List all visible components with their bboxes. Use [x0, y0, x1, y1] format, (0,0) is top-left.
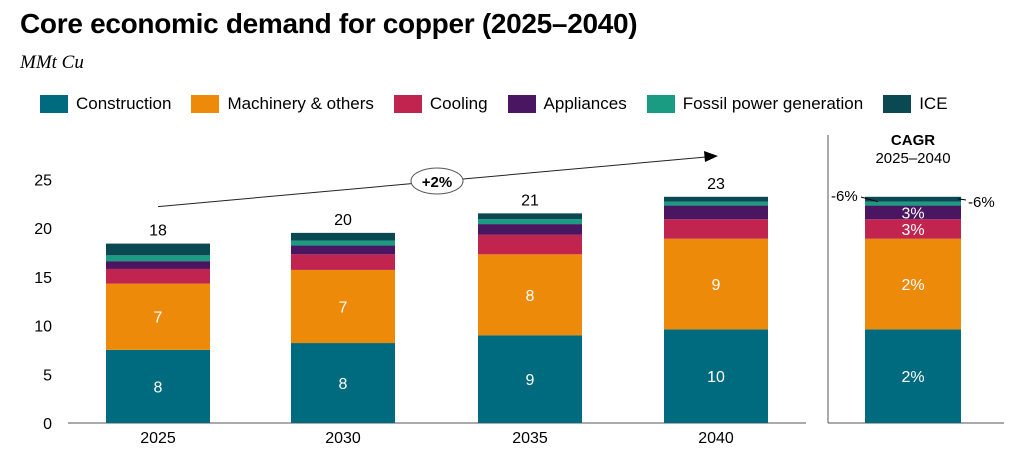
legend-swatch-cooling: [393, 95, 422, 113]
x-tick-label-2035: 2035: [512, 430, 548, 447]
y-tick-label-15: 15: [34, 270, 52, 287]
bar-segment-ice-2035: [478, 213, 582, 220]
bar-segment-appliances-2025: [106, 261, 210, 269]
bar-segment-fossil-2035: [478, 219, 582, 225]
cagr-period: 2025–2040: [875, 150, 950, 167]
bar-segment-construction-2035: [478, 335, 582, 423]
data-label-construction-2030: 8: [339, 376, 348, 393]
data-label-machinery-2040: 9: [712, 277, 721, 294]
cagr-leader-fossil: [860, 196, 879, 203]
cagr-leader-ice: [957, 198, 967, 201]
cagr-header: CAGR: [891, 132, 935, 149]
bar-segment-cooling-2025: [106, 268, 210, 284]
trend-badge: [410, 167, 464, 195]
bar-segment-ice-2030: [291, 232, 395, 241]
bar-segment-fossil-2025: [106, 255, 210, 262]
cagr-segment-ice: [865, 196, 961, 202]
data-label-machinery-2025: 7: [154, 310, 163, 327]
y-tick-label-25: 25: [34, 172, 52, 189]
legend-item-appliances: Appliances: [507, 94, 627, 114]
bar-segment-construction-2030: [291, 343, 395, 423]
bar-segment-cooling-2035: [478, 234, 582, 255]
cagr-segment-fossil: [865, 201, 961, 206]
total-label-2035: 21: [521, 192, 539, 209]
bar-segment-appliances-2035: [478, 224, 582, 235]
cagr-label-cooling: 3%: [901, 222, 924, 239]
legend-label-machinery: Machinery & others: [227, 94, 374, 113]
legend-swatch-machinery: [191, 95, 220, 113]
bar-segment-appliances-2030: [291, 245, 395, 255]
legend-label-construction: Construction: [76, 94, 172, 113]
legend-swatch-construction: [40, 95, 68, 113]
bar-segment-machinery-2040: [664, 238, 768, 330]
legend-label-ice: ICE: [919, 94, 948, 113]
y-tick-label-5: 5: [43, 367, 52, 384]
y-tick-label-0: 0: [43, 416, 52, 433]
cagr-label-ice: -6%: [968, 194, 995, 211]
legend-swatch-appliances: [507, 95, 536, 113]
bar-segment-machinery-2025: [106, 283, 210, 350]
legend-swatch-ice: [883, 95, 912, 113]
bar-segment-machinery-2030: [291, 269, 395, 344]
bar-segment-appliances-2040: [664, 205, 768, 220]
cagr-label-fossil: -6%: [831, 188, 858, 205]
y-tick-label-10: 10: [34, 319, 52, 336]
x-tick-label-2040: 2040: [698, 430, 734, 447]
bar-segment-fossil-2030: [291, 240, 395, 246]
cagr-label-construction: 2%: [901, 369, 924, 386]
total-label-2040: 23: [707, 176, 725, 193]
legend-item-construction: Construction: [40, 94, 171, 114]
unit-label: MMt Cu: [20, 52, 84, 73]
data-label-construction-2040: 10: [707, 369, 725, 386]
data-label-machinery-2030: 7: [339, 299, 348, 316]
bar-segment-ice-2040: [664, 196, 768, 202]
cagr-label-appliances: 3%: [901, 205, 924, 222]
cagr-segment-machinery: [865, 238, 961, 330]
x-tick-label-2030: 2030: [325, 430, 361, 447]
cagr-segment-cooling: [865, 219, 961, 239]
data-label-machinery-2035: 8: [526, 288, 535, 305]
legend-item-cooling: Cooling: [393, 94, 488, 114]
total-label-2030: 20: [334, 212, 352, 229]
y-tick-label-20: 20: [34, 221, 52, 238]
bar-segment-ice-2025: [106, 243, 210, 256]
legend-label-cooling: Cooling: [429, 94, 488, 113]
bar-segment-cooling-2040: [664, 219, 768, 239]
total-label-2025: 18: [149, 223, 167, 240]
legend-item-ice: ICE: [883, 94, 948, 114]
bar-segment-cooling-2030: [291, 254, 395, 270]
x-tick-label-2025: 2025: [140, 430, 176, 447]
legend: Construction Machinery & others Cooling …: [40, 92, 948, 116]
bar-segment-construction-2025: [106, 349, 210, 423]
bar-segment-fossil-2040: [664, 201, 768, 206]
legend-label-appliances: Appliances: [543, 94, 627, 113]
legend-swatch-fossil: [646, 95, 675, 113]
data-label-construction-2025: 8: [154, 379, 163, 396]
data-label-construction-2035: 9: [526, 372, 535, 389]
cagr-label-machinery: 2%: [901, 277, 924, 294]
legend-label-fossil: Fossil power generation: [682, 94, 864, 113]
bar-segment-construction-2040: [664, 329, 768, 423]
legend-item-machinery: Machinery & others: [191, 94, 374, 114]
cagr-segment-appliances: [865, 205, 961, 220]
cagr-segment-construction: [865, 329, 961, 423]
trend-label: +2%: [422, 174, 452, 191]
legend-item-fossil: Fossil power generation: [646, 94, 864, 114]
chart-title: Core economic demand for copper (2025–20…: [20, 8, 638, 39]
bar-segment-machinery-2035: [478, 254, 582, 336]
trend-arrow-head: [704, 151, 718, 162]
